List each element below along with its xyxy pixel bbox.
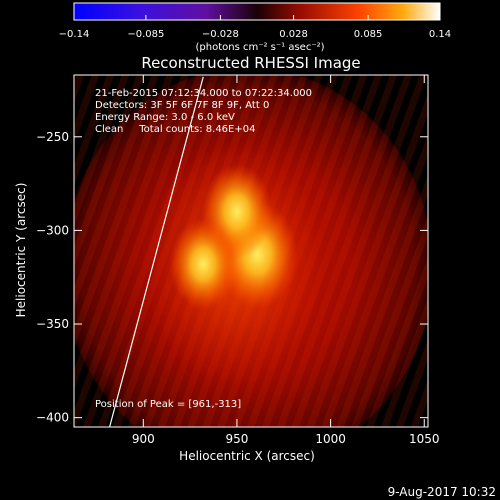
colorbar-tick-label: 0.085	[354, 29, 383, 40]
annotation-block: 21-Feb-2015 07:12:34.000 to 07:22:34.000…	[95, 88, 312, 135]
colorbar-tick-label: 0.14	[429, 29, 451, 40]
y-axis-label: Heliocentric Y (arcsec)	[14, 183, 28, 318]
x-axis-ticks	[142, 75, 425, 427]
y-tick-label: −250	[36, 130, 69, 144]
peak-position-label: Position of Peak = [961,-313]	[95, 399, 241, 410]
x-tick-label: 1050	[409, 432, 440, 446]
y-axis-tick-labels: −250 −300 −350 −400	[36, 130, 69, 425]
y-tick-label: −350	[36, 317, 69, 331]
x-axis-tick-labels: 900 950 1000 1050	[132, 432, 440, 446]
colorbar-tick-label: 0.028	[279, 29, 308, 40]
y-tick-label: −300	[36, 223, 69, 237]
colorbar-tick-labels: −0.14 −0.085 −0.028 0.028 0.085 0.14	[59, 29, 451, 40]
x-tick-label: 900	[132, 432, 155, 446]
footer-timestamp: 9-Aug-2017 10:32	[388, 485, 496, 499]
x-tick-label: 950	[225, 432, 248, 446]
annotation-clean: Clean Total counts: 8.46E+04	[95, 124, 255, 135]
plot-frame	[73, 74, 429, 428]
colorbar-tick-label: −0.028	[202, 29, 239, 40]
colorbar-ticks	[73, 15, 441, 20]
colorbar	[73, 2, 441, 21]
chart-title: Reconstructed RHESSI Image	[141, 54, 360, 72]
y-tick-label: −400	[36, 411, 69, 425]
colorbar-tick-label: −0.14	[59, 29, 90, 40]
solar-limb-line	[109, 76, 204, 428]
x-tick-label: 1000	[315, 432, 346, 446]
y-axis-ticks	[74, 136, 428, 419]
colorbar-unit-label: (photons cm⁻² s⁻¹ asec⁻²)	[195, 42, 324, 53]
annotation-time: 21-Feb-2015 07:12:34.000 to 07:22:34.000	[95, 88, 312, 99]
annotation-detectors: Detectors: 3F 5F 6F 7F 8F 9F, Att 0	[95, 100, 269, 111]
source-layer	[169, 164, 298, 310]
annotation-energy: Energy Range: 3.0 - 6.0 keV	[95, 112, 235, 123]
source-blob	[169, 218, 237, 310]
colorbar-tick-label: −0.085	[127, 29, 164, 40]
heatmap-image	[74, 75, 428, 427]
x-axis-label: Heliocentric X (arcsec)	[179, 449, 315, 463]
